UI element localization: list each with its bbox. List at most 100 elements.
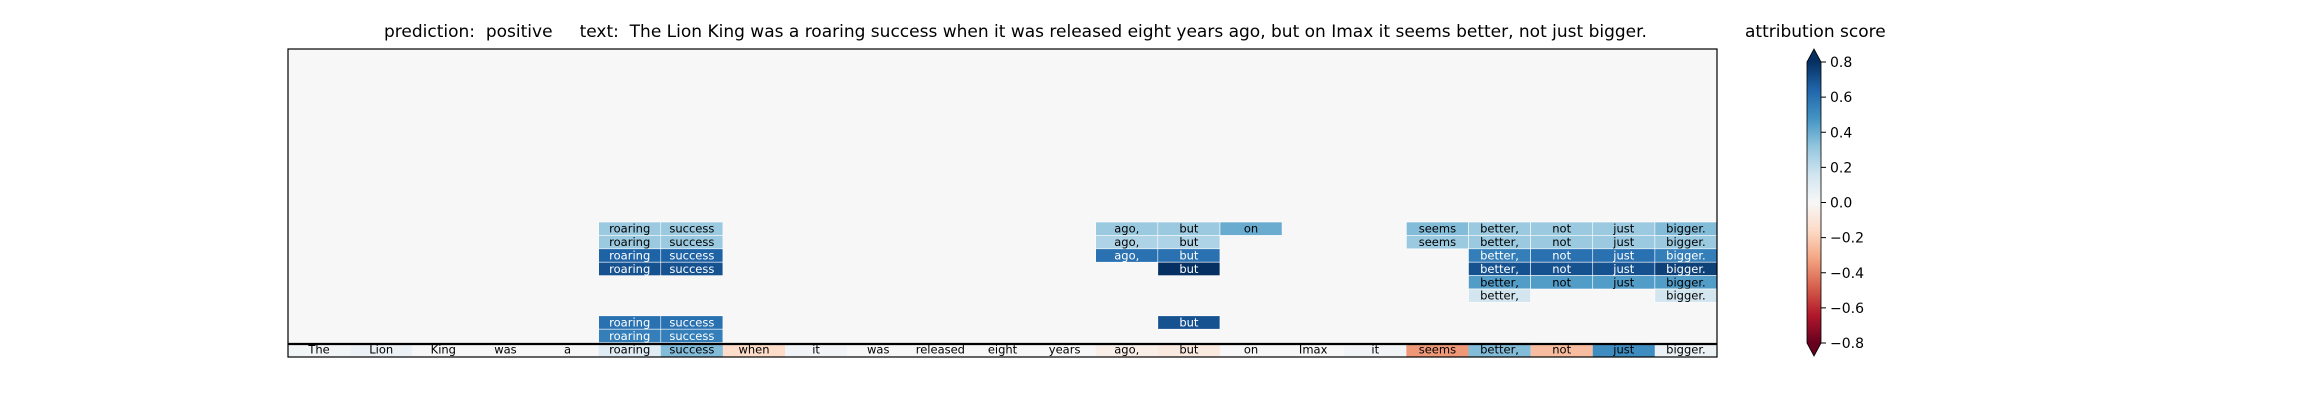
heatmap-cell: but: [1157, 315, 1221, 330]
heatmap-cell: ago,: [1095, 222, 1159, 236]
cell-label: bigger.: [1666, 222, 1706, 236]
token-label: better,: [1480, 343, 1519, 357]
token-label: was: [867, 343, 889, 357]
heatmap-cell: better,: [1468, 275, 1531, 290]
heatmap-cell: roaring: [598, 329, 662, 343]
token-fill: [1654, 344, 1717, 357]
cell-label: just: [1612, 249, 1634, 263]
token-fill: [847, 344, 910, 357]
token-cell: ago,: [1095, 343, 1158, 357]
token-cell: seems: [1406, 343, 1469, 357]
heatmap-cell: bigger.: [1654, 249, 1718, 263]
cell-label: just: [1612, 275, 1634, 289]
token-label: but: [1179, 343, 1199, 357]
colorbar-gradient: [1807, 62, 1821, 343]
heatmap-cell: bigger.: [1654, 235, 1718, 249]
heatmap-cell: better,: [1468, 262, 1531, 276]
heatmap-cell: ago,: [1095, 235, 1159, 249]
heatmap-cell: bigger.: [1654, 275, 1718, 290]
token-cell: roaring: [598, 343, 661, 357]
token-label: not: [1552, 343, 1571, 357]
token-label: ago,: [1114, 343, 1139, 357]
token-fill: [1219, 344, 1283, 357]
cell-label: seems: [1419, 235, 1456, 249]
colorbar-tick-label: 0.6: [1830, 90, 1852, 106]
heatmap-cell: better,: [1468, 222, 1531, 236]
token-label: it: [812, 343, 820, 357]
token-cell: it: [785, 343, 848, 357]
token-cell: was: [474, 343, 537, 357]
heatmap-cell: roaring: [598, 249, 662, 263]
heatmap-cell: roaring: [598, 315, 662, 330]
colorbar-tick-label: 0.4: [1830, 125, 1852, 141]
cell-label: roaring: [609, 249, 650, 263]
cell-label: bigger.: [1666, 235, 1706, 249]
colorbar-title: attribution score: [1745, 22, 1886, 42]
token-label: seems: [1419, 343, 1456, 357]
cell-label: on: [1244, 222, 1258, 236]
token-cell: bigger.: [1654, 343, 1717, 357]
prediction-value: positive: [485, 22, 553, 42]
heatmap-cell: better,: [1468, 249, 1531, 263]
cell-label: better,: [1480, 222, 1519, 236]
cell-label: not: [1552, 275, 1571, 289]
colorbar-tick-label: −0.6: [1830, 301, 1864, 317]
token-cell: released: [909, 343, 972, 357]
cell-label: but: [1179, 262, 1199, 276]
heatmap-cell: just: [1592, 262, 1656, 276]
cell-label: not: [1552, 222, 1571, 236]
colorbar-tick-label: −0.8: [1830, 336, 1864, 352]
cell-label: better,: [1480, 289, 1519, 303]
cell-label: ago,: [1114, 222, 1139, 236]
cell-label: seems: [1419, 222, 1456, 236]
token-cell: it: [1344, 343, 1407, 357]
token-fill: [1468, 344, 1531, 357]
heatmap-cell: bigger.: [1654, 288, 1718, 303]
cell-label: not: [1552, 249, 1571, 263]
token-fill: [971, 344, 1034, 357]
token-fill: [1406, 344, 1469, 357]
token-cell: not: [1530, 343, 1593, 357]
cell-label: success: [669, 329, 714, 343]
heatmap-cell: just: [1592, 275, 1656, 290]
token-cell: better,: [1468, 343, 1531, 357]
heatmap-cell: success: [660, 222, 724, 236]
cell-label: bigger.: [1666, 289, 1706, 303]
heatmap-cell: but: [1157, 222, 1221, 236]
cell-label: success: [669, 249, 714, 263]
token-label: bigger.: [1666, 343, 1706, 357]
token-fill: [1592, 344, 1655, 357]
token-label: years: [1049, 343, 1081, 357]
token-label: The: [307, 343, 329, 357]
heatmap-cell: better,: [1468, 235, 1531, 249]
cell-label: roaring: [609, 262, 650, 276]
token-cell: Lion: [350, 343, 413, 357]
cell-label: bigger.: [1666, 275, 1706, 289]
heatmap-cell: not: [1530, 222, 1594, 236]
token-fill: [1530, 344, 1593, 357]
token-label: King: [431, 343, 456, 357]
cell-label: success: [669, 316, 714, 330]
colorbar-tick-label: 0.2: [1830, 160, 1852, 176]
token-cell: just: [1592, 343, 1655, 357]
token-fill: [722, 344, 786, 357]
heatmap-cell: not: [1530, 249, 1594, 263]
heatmap-cell: roaring: [598, 222, 662, 236]
cell-label: just: [1612, 235, 1634, 249]
cell-fill: [1157, 261, 1221, 276]
heatmap-cell: just: [1592, 222, 1656, 236]
cell-fill: [1219, 221, 1283, 236]
token-fill: [412, 344, 475, 357]
token-fill: [1095, 344, 1158, 357]
token-cell: Imax: [1282, 343, 1345, 357]
heatmap-cell: success: [660, 262, 724, 276]
token-label: was: [494, 343, 516, 357]
token-fill: [1282, 344, 1345, 357]
heatmap-cell: just: [1592, 249, 1656, 263]
heatmap-cell: not: [1530, 235, 1594, 249]
token-label: roaring: [609, 343, 650, 357]
token-cell: on: [1219, 343, 1283, 357]
plot-frame: [287, 48, 1718, 358]
token-fill: [1344, 344, 1407, 357]
